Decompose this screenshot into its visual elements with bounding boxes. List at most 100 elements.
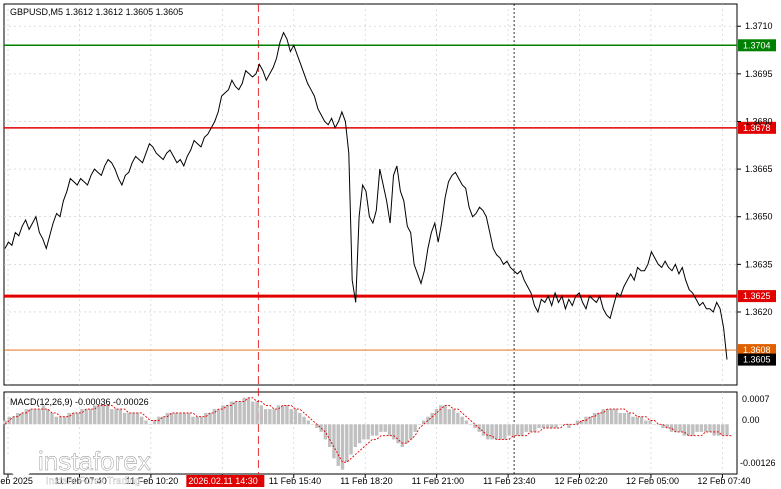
macd-histogram-bar <box>101 405 105 425</box>
price-series <box>4 31 728 360</box>
macd-histogram-bar <box>383 424 387 432</box>
macd-histogram-bar <box>507 424 511 436</box>
macd-histogram-bar <box>682 424 686 436</box>
macd-histogram-bar <box>285 405 289 425</box>
macd-histogram-bar <box>528 424 533 432</box>
macd-histogram-bar <box>174 412 178 425</box>
macd-histogram-bar <box>605 409 610 425</box>
macd-histogram-bar <box>661 424 665 429</box>
price-line <box>4 31 728 360</box>
macd-histogram-bar <box>208 412 212 425</box>
instaforex-logo: instaforex Instant Forex Trading <box>6 446 151 487</box>
macd-histogram-bar <box>387 424 392 436</box>
macd-histogram-bar <box>148 424 152 425</box>
macd-histogram-bar <box>635 416 639 425</box>
macd-histogram-bar <box>614 409 618 425</box>
macd-histogram-bar <box>140 416 144 425</box>
macd-histogram-bar <box>353 424 358 448</box>
level-label: 1.3704 <box>743 40 771 50</box>
macd-histogram-bar <box>302 416 306 425</box>
macd-histogram-bar <box>447 409 452 425</box>
macd-histogram-bar <box>413 424 417 432</box>
macd-histogram-bar <box>695 424 699 432</box>
macd-histogram-bar <box>456 412 460 425</box>
macd-histogram-bar <box>122 412 127 425</box>
macd-histogram-bar <box>28 409 33 425</box>
watermark-tagline: Instant Forex Trading <box>46 476 141 487</box>
macd-histogram-bar <box>644 420 648 425</box>
macd-ytick-bottom: -0.00126 <box>740 458 776 468</box>
level-label: 1.3678 <box>743 123 771 133</box>
macd-histogram-bar <box>161 416 165 425</box>
level-label-box <box>738 290 776 303</box>
macd-histogram-bar <box>233 401 238 425</box>
macd-histogram-bar <box>118 409 123 425</box>
macd-histogram-bar <box>524 424 528 432</box>
macd-histogram-bar <box>362 424 366 440</box>
macd-histogram-bar <box>545 424 550 429</box>
macd-histogram-bar <box>374 424 379 436</box>
ytick-label: 1.3620 <box>745 307 773 317</box>
ytick-label: 1.3695 <box>745 69 773 79</box>
macd-histogram-bar <box>225 405 229 425</box>
macd-histogram-bar <box>187 412 191 425</box>
macd-histogram-bar <box>439 405 443 425</box>
macd-histogram-bar <box>434 409 439 425</box>
macd-histogram-bar <box>460 416 464 425</box>
macd-histogram-bar <box>114 409 118 425</box>
watermark-brand: instaforex <box>38 446 151 476</box>
main-panel-frame <box>3 3 738 386</box>
macd-histogram-bar <box>498 424 503 440</box>
macd-histogram-bar <box>481 424 486 436</box>
macd-histogram-bar <box>648 420 652 425</box>
macd-histogram-bar <box>430 412 434 425</box>
current-price-label: 1.3605 <box>743 355 771 365</box>
macd-histogram-bar <box>678 424 682 432</box>
macd-histogram-bar <box>169 412 174 425</box>
level-label: 1.3625 <box>743 291 771 301</box>
macd-histogram-bar <box>473 424 477 429</box>
macd-histogram-bar <box>75 412 80 425</box>
macd-histogram-bar <box>554 424 558 429</box>
macd-histogram-bar <box>33 409 37 425</box>
macd-histogram-bar <box>592 412 597 425</box>
ytick-label: 1.3635 <box>745 259 773 269</box>
macd-histogram-bar <box>396 424 400 444</box>
time-axis: 11 Feb 2025 11 Feb 07:40 11 Feb 10:20 2026.… <box>0 474 750 487</box>
macd-histogram-bar <box>93 405 97 425</box>
macd-histogram-bar <box>511 424 516 436</box>
level-label-box <box>738 39 776 52</box>
macd-histogram-bar <box>597 412 601 425</box>
macd-histogram-bar <box>712 424 716 436</box>
macd-histogram-bar <box>665 424 669 429</box>
macd-histogram-bar <box>319 424 323 432</box>
macd-histogram-bar <box>152 420 157 425</box>
macd-histogram-bar <box>71 412 76 425</box>
macd-indicator <box>3 397 732 470</box>
macd-histogram-bar <box>20 412 24 425</box>
macd-histogram-bar <box>263 409 268 425</box>
macd-histogram-bar <box>537 424 541 429</box>
macd-histogram-bar <box>627 412 631 425</box>
macd-histogram-bar <box>216 409 221 425</box>
macd-histogram-bar <box>182 412 187 425</box>
macd-histogram-bar <box>58 416 63 425</box>
ytick-label: 1.3710 <box>745 21 773 31</box>
macd-histogram-bar <box>327 424 332 448</box>
macd-histogram-bar <box>721 424 725 436</box>
macd-histogram-bar <box>144 420 148 425</box>
macd-histogram-bar <box>298 412 302 425</box>
macd-histogram-bar <box>486 424 490 440</box>
macd-histogram-bar <box>652 424 657 425</box>
macd-histogram-bar <box>289 409 293 425</box>
macd-histogram-bar <box>404 424 409 444</box>
macd-histogram-bar <box>131 412 135 425</box>
macd-histogram-bar <box>221 405 225 425</box>
macd-histogram-bar <box>11 416 16 425</box>
macd-histogram-bar <box>315 424 319 429</box>
macd-histogram-bar <box>703 424 708 432</box>
xtick-label: 11 Feb 07:40 <box>54 476 106 486</box>
level-label-box <box>738 344 776 357</box>
